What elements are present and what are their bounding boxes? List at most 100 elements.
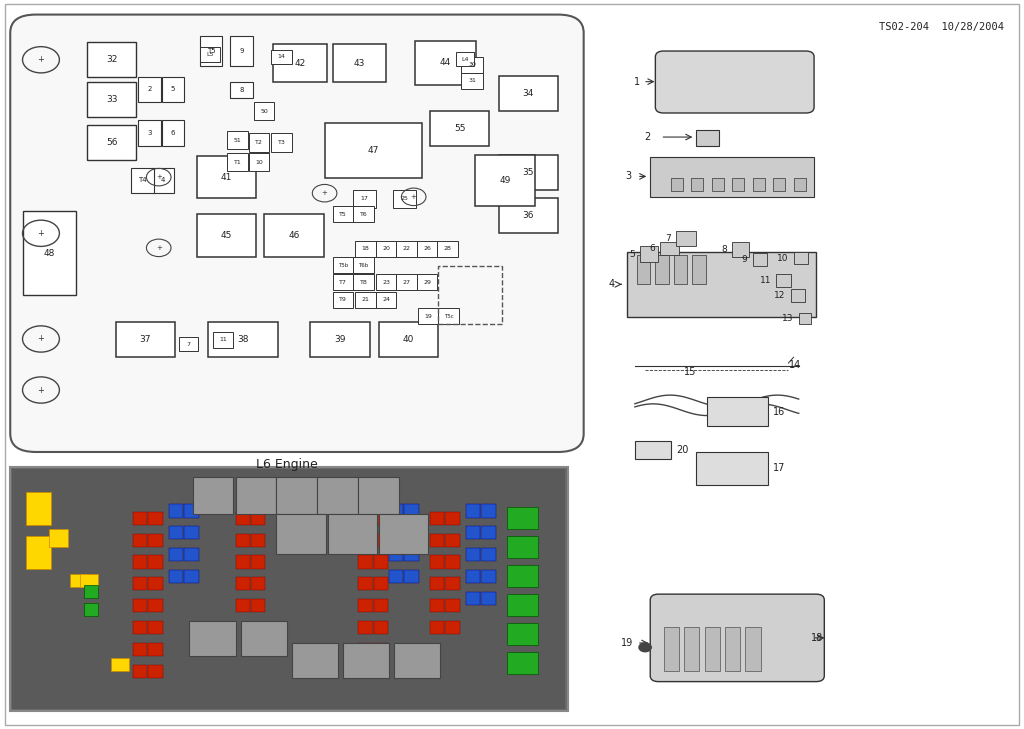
Bar [374, 665, 388, 678]
Bar [227, 153, 248, 171]
Bar [753, 253, 767, 266]
Bar [333, 274, 353, 290]
Bar [169, 526, 183, 539]
Bar [355, 241, 376, 257]
Bar [466, 570, 480, 583]
Bar [374, 599, 388, 612]
Bar [445, 621, 460, 634]
Bar [87, 82, 136, 117]
Text: +: + [411, 194, 417, 200]
Bar [374, 512, 388, 525]
Bar [396, 274, 417, 290]
Bar [355, 292, 376, 308]
Bar [184, 548, 199, 561]
Bar [236, 512, 250, 525]
Bar [111, 658, 129, 671]
Bar [799, 313, 811, 324]
Text: 5: 5 [171, 86, 175, 93]
Bar [379, 514, 428, 554]
Bar [169, 570, 183, 583]
Bar [271, 133, 292, 152]
Bar [404, 548, 419, 561]
Bar [627, 252, 816, 317]
Bar [725, 627, 740, 671]
Bar [674, 255, 687, 284]
Bar [169, 504, 183, 518]
Text: 55: 55 [454, 124, 466, 133]
Text: L6 Engine: L6 Engine [256, 458, 317, 471]
Bar [671, 178, 683, 191]
Text: T4: T4 [138, 177, 146, 184]
Text: T5: T5 [207, 48, 215, 54]
Bar [236, 599, 250, 612]
Text: +: + [38, 229, 44, 238]
Text: 15: 15 [684, 367, 696, 377]
FancyBboxPatch shape [10, 15, 584, 452]
Bar [353, 257, 374, 273]
Bar [389, 526, 403, 539]
Bar [791, 289, 805, 302]
Bar [133, 555, 147, 569]
Text: T3: T3 [278, 140, 286, 145]
Circle shape [639, 643, 651, 652]
Bar [264, 214, 324, 257]
Bar [169, 548, 183, 561]
Bar [193, 477, 233, 514]
Bar [133, 534, 147, 547]
Bar [389, 548, 403, 561]
Bar [236, 477, 276, 514]
Text: T2: T2 [255, 140, 263, 145]
Bar [374, 534, 388, 547]
Bar [148, 643, 163, 656]
Bar [87, 125, 136, 160]
Text: 31: 31 [468, 79, 476, 83]
Bar [236, 577, 250, 590]
Text: T9: T9 [339, 297, 347, 302]
Text: 4: 4 [161, 177, 165, 184]
Text: +: + [156, 174, 162, 180]
Text: 39: 39 [334, 335, 346, 344]
Bar [461, 73, 483, 89]
Bar [664, 627, 679, 671]
Bar [310, 322, 370, 357]
Bar [333, 257, 353, 273]
Bar [251, 599, 265, 612]
Text: 1: 1 [634, 77, 640, 87]
Text: 41: 41 [220, 173, 232, 182]
Text: 17: 17 [773, 464, 785, 473]
Bar [152, 168, 174, 193]
Text: T7: T7 [339, 280, 347, 284]
Text: 32: 32 [105, 55, 118, 63]
Text: 2: 2 [147, 86, 152, 93]
Text: 11: 11 [760, 276, 771, 285]
Text: L4: L4 [461, 57, 469, 61]
Bar [396, 241, 417, 257]
Text: 43: 43 [353, 59, 366, 68]
Text: 48: 48 [43, 249, 55, 258]
Bar [692, 255, 706, 284]
Text: 7: 7 [186, 342, 190, 346]
Bar [197, 156, 256, 198]
FancyBboxPatch shape [650, 594, 824, 682]
Bar [745, 627, 761, 671]
Text: 17: 17 [360, 196, 369, 201]
Bar [138, 77, 161, 102]
Bar [635, 441, 671, 459]
Text: T6: T6 [359, 212, 368, 217]
Bar [430, 512, 444, 525]
Bar [445, 534, 460, 547]
Bar [84, 603, 98, 616]
Bar [26, 492, 51, 525]
Text: 8: 8 [240, 87, 244, 93]
Text: +: + [156, 245, 162, 251]
Text: +: + [322, 190, 328, 196]
Bar [358, 599, 373, 612]
Bar [227, 131, 248, 149]
Text: 10: 10 [255, 160, 263, 165]
Bar [276, 477, 317, 514]
Bar [389, 570, 403, 583]
Bar [507, 652, 538, 674]
Bar [179, 337, 198, 351]
Bar [208, 322, 278, 357]
Text: 19: 19 [621, 638, 633, 648]
